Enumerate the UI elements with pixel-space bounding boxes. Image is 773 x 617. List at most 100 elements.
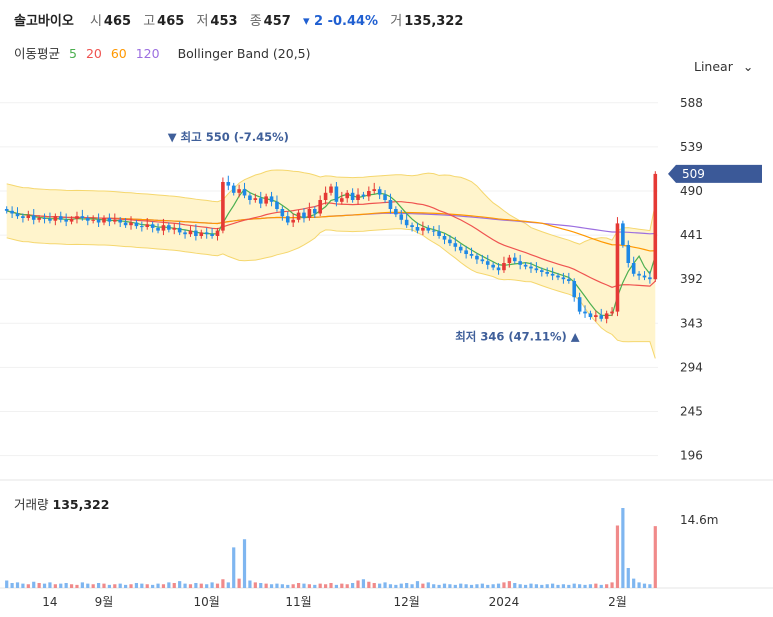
candle-body	[226, 182, 231, 186]
x-tick-label: 14	[42, 595, 57, 609]
volume-bar	[302, 583, 306, 588]
volume-bar	[567, 584, 571, 588]
volume-bar	[161, 584, 166, 588]
candle-body	[318, 200, 322, 214]
candle-body	[242, 189, 247, 196]
volume-bar	[621, 508, 625, 588]
candle-body	[129, 222, 133, 226]
volume-bar	[15, 582, 20, 588]
volume-bar	[583, 584, 587, 588]
candle-body	[264, 196, 268, 204]
volume-bar	[529, 583, 533, 588]
candle-body	[610, 311, 614, 314]
y-axis: 196 245 294 343 392 441 490 539 588 14.6m 509	[668, 96, 762, 527]
candle-body	[118, 219, 123, 223]
bollinger-band	[6, 169, 656, 359]
candle-body	[31, 215, 36, 220]
volume-bar	[242, 539, 247, 588]
volume-bar	[464, 584, 468, 588]
candle-body	[37, 218, 41, 220]
volume-bar	[605, 584, 609, 588]
candle-body	[653, 173, 658, 280]
volume-bars	[5, 508, 657, 588]
candle-body	[231, 185, 236, 193]
volume-bar	[107, 584, 111, 588]
candle-body	[383, 194, 387, 200]
volume-bar	[42, 583, 47, 588]
candle-body	[69, 218, 74, 222]
volume-bar	[172, 583, 176, 588]
volume-bar	[383, 582, 387, 588]
volume-bar	[394, 584, 398, 588]
stock-name: 솔고바이오	[14, 14, 74, 29]
min-annotation: 최저 346 (47.11%) ▲	[455, 330, 580, 344]
candle-body	[91, 219, 95, 221]
close-label: 종	[249, 14, 262, 29]
candle-body	[199, 232, 204, 236]
volume-bar	[615, 525, 620, 588]
candle-body	[480, 259, 485, 262]
volume-bar	[286, 584, 290, 588]
candle-body	[188, 230, 193, 235]
volume-bar	[96, 583, 101, 588]
volume-bar	[334, 584, 339, 588]
indicator-legend[interactable]: 이동평균 5 20 60 120 Bollinger Band (20,5)	[14, 43, 316, 62]
x-tick-label: 12월	[394, 595, 420, 609]
y-tick-label: 441	[680, 228, 703, 242]
candle-body	[296, 212, 301, 220]
volume-bar	[491, 584, 495, 588]
volume-bar	[264, 583, 268, 588]
candle-body	[491, 264, 495, 268]
candle-body	[96, 219, 101, 223]
open-value: 465	[103, 14, 132, 29]
volume-bar	[578, 584, 582, 588]
candle-body	[637, 273, 641, 276]
candle-body	[221, 182, 225, 231]
volume-bar	[496, 583, 501, 588]
candle-body	[534, 268, 539, 271]
volume-bar	[405, 583, 409, 588]
candle-body	[453, 243, 458, 247]
candle-body	[113, 219, 117, 222]
volume-legend: 거래량 135,322	[14, 494, 109, 513]
volume-bar	[637, 582, 641, 588]
candle-body	[307, 209, 312, 218]
candle-body	[588, 313, 593, 317]
candle-body	[323, 192, 328, 200]
y-tick-label: 490	[680, 184, 703, 198]
volume-bar	[64, 583, 68, 588]
candle-body	[248, 195, 252, 200]
volume-bar	[410, 584, 414, 588]
candle-body	[26, 215, 31, 218]
candle-body	[577, 297, 582, 312]
volume-bar	[486, 584, 490, 588]
candle-body	[237, 189, 241, 193]
candle-body	[550, 273, 555, 276]
volume-bar	[480, 583, 484, 588]
volume-bar	[237, 578, 241, 588]
candle-body	[431, 230, 436, 232]
volume-bar	[102, 583, 106, 588]
volume-bar	[232, 547, 236, 588]
volume-bar	[291, 584, 295, 588]
volume-bar	[194, 583, 198, 588]
candle-body	[507, 257, 512, 263]
volume-bar	[313, 584, 317, 588]
volume-bar	[448, 584, 452, 588]
volume-bar	[183, 583, 187, 588]
candle-body	[556, 275, 560, 278]
volume-bar	[296, 583, 301, 588]
volume-bar	[551, 583, 555, 588]
volume-legend-label: 거래량	[14, 497, 49, 512]
volume-bar	[134, 583, 139, 588]
max-annotation: ▼ 최고 550 (-7.45%)	[168, 130, 289, 144]
scale-dropdown[interactable]: Linear ⌄	[694, 59, 753, 74]
candle-body	[204, 232, 209, 235]
candle-body	[523, 264, 528, 267]
volume-bar	[205, 584, 209, 588]
volume-label: 거	[390, 14, 403, 29]
candle-body	[367, 191, 371, 197]
high-value: 465	[157, 14, 185, 29]
y-tick-label: 294	[680, 360, 703, 374]
